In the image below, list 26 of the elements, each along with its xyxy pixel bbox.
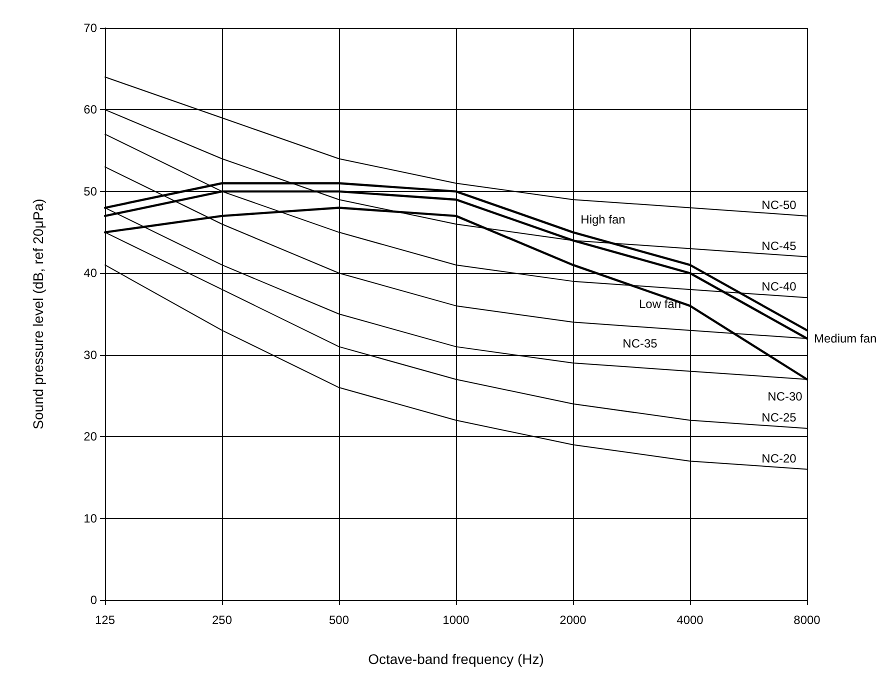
y-tick-label: 60 xyxy=(84,102,98,117)
y-tick-label: 20 xyxy=(84,430,98,444)
x-tick-label: 2000 xyxy=(560,613,587,627)
series-label: High fan xyxy=(580,212,626,226)
x-tick-label: 1000 xyxy=(442,613,470,627)
series-label: Medium fan xyxy=(814,332,877,346)
x-tick-label: 250 xyxy=(212,613,232,627)
x-tick-label: 125 xyxy=(94,613,116,627)
series-label: NC-40 xyxy=(762,280,797,294)
x-tick-label: 4000 xyxy=(676,613,704,627)
y-tick-label: 70 xyxy=(84,21,98,35)
x-axis-title: Octave-band frequency (Hz) xyxy=(368,651,544,667)
series-label: NC-45 xyxy=(762,238,797,253)
x-tick-label: 8000 xyxy=(794,613,821,627)
y-tick-label: 30 xyxy=(84,348,98,362)
y-tick-label: 40 xyxy=(84,266,98,280)
series-label: NC-50 xyxy=(762,198,797,212)
y-tick-label: 0 xyxy=(90,593,98,607)
y-tick-label: 10 xyxy=(84,511,98,526)
x-tick-label: 500 xyxy=(328,613,350,627)
series-label: NC-20 xyxy=(762,451,797,466)
series-label: NC-30 xyxy=(768,389,803,404)
y-tick-label: 50 xyxy=(84,184,98,198)
series-label: NC-35 xyxy=(622,336,658,350)
y-axis-title: Sound pressure level (dB, ref 20μPa) xyxy=(30,198,46,430)
series-label: NC-25 xyxy=(762,410,797,424)
